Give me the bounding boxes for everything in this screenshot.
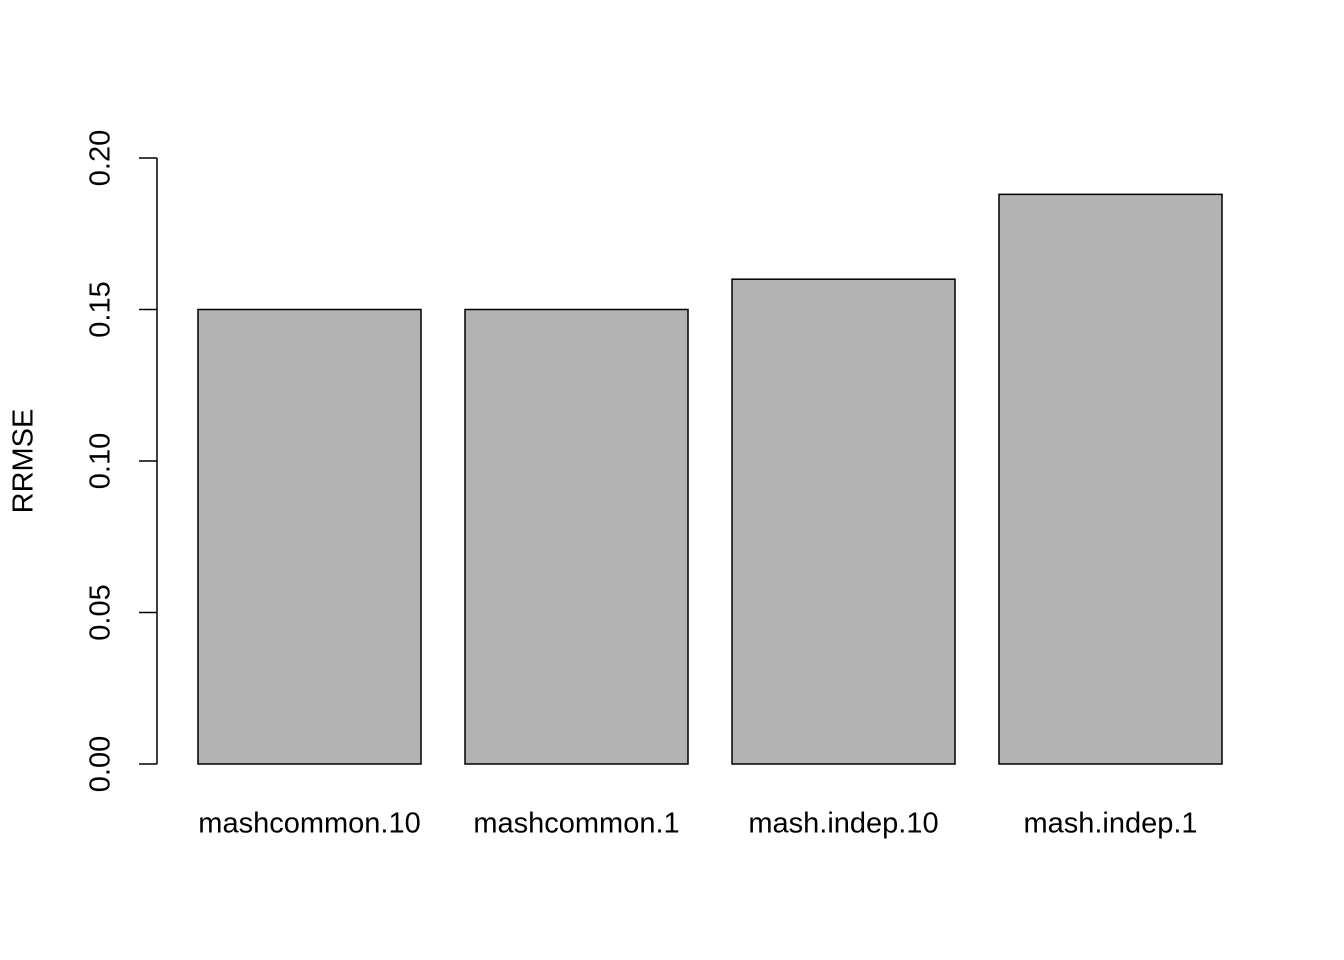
x-tick-label: mash.indep.1 [1023, 808, 1197, 840]
bar [197, 308, 422, 765]
bar [464, 308, 689, 765]
y-axis-label: RRMSE [8, 409, 40, 514]
y-tick-label: 0.10 [85, 433, 117, 489]
y-tick-label: 0.15 [85, 281, 117, 337]
x-tick-label: mash.indep.10 [748, 808, 938, 840]
y-tick-label: 0.05 [85, 584, 117, 640]
y-tick-label: 0.00 [85, 736, 117, 792]
x-tick-label: mashcommon.1 [473, 808, 679, 840]
y-tick-label: 0.20 [85, 130, 117, 186]
bar [998, 193, 1223, 765]
bar [731, 278, 956, 765]
x-tick-label: mashcommon.10 [198, 808, 420, 840]
